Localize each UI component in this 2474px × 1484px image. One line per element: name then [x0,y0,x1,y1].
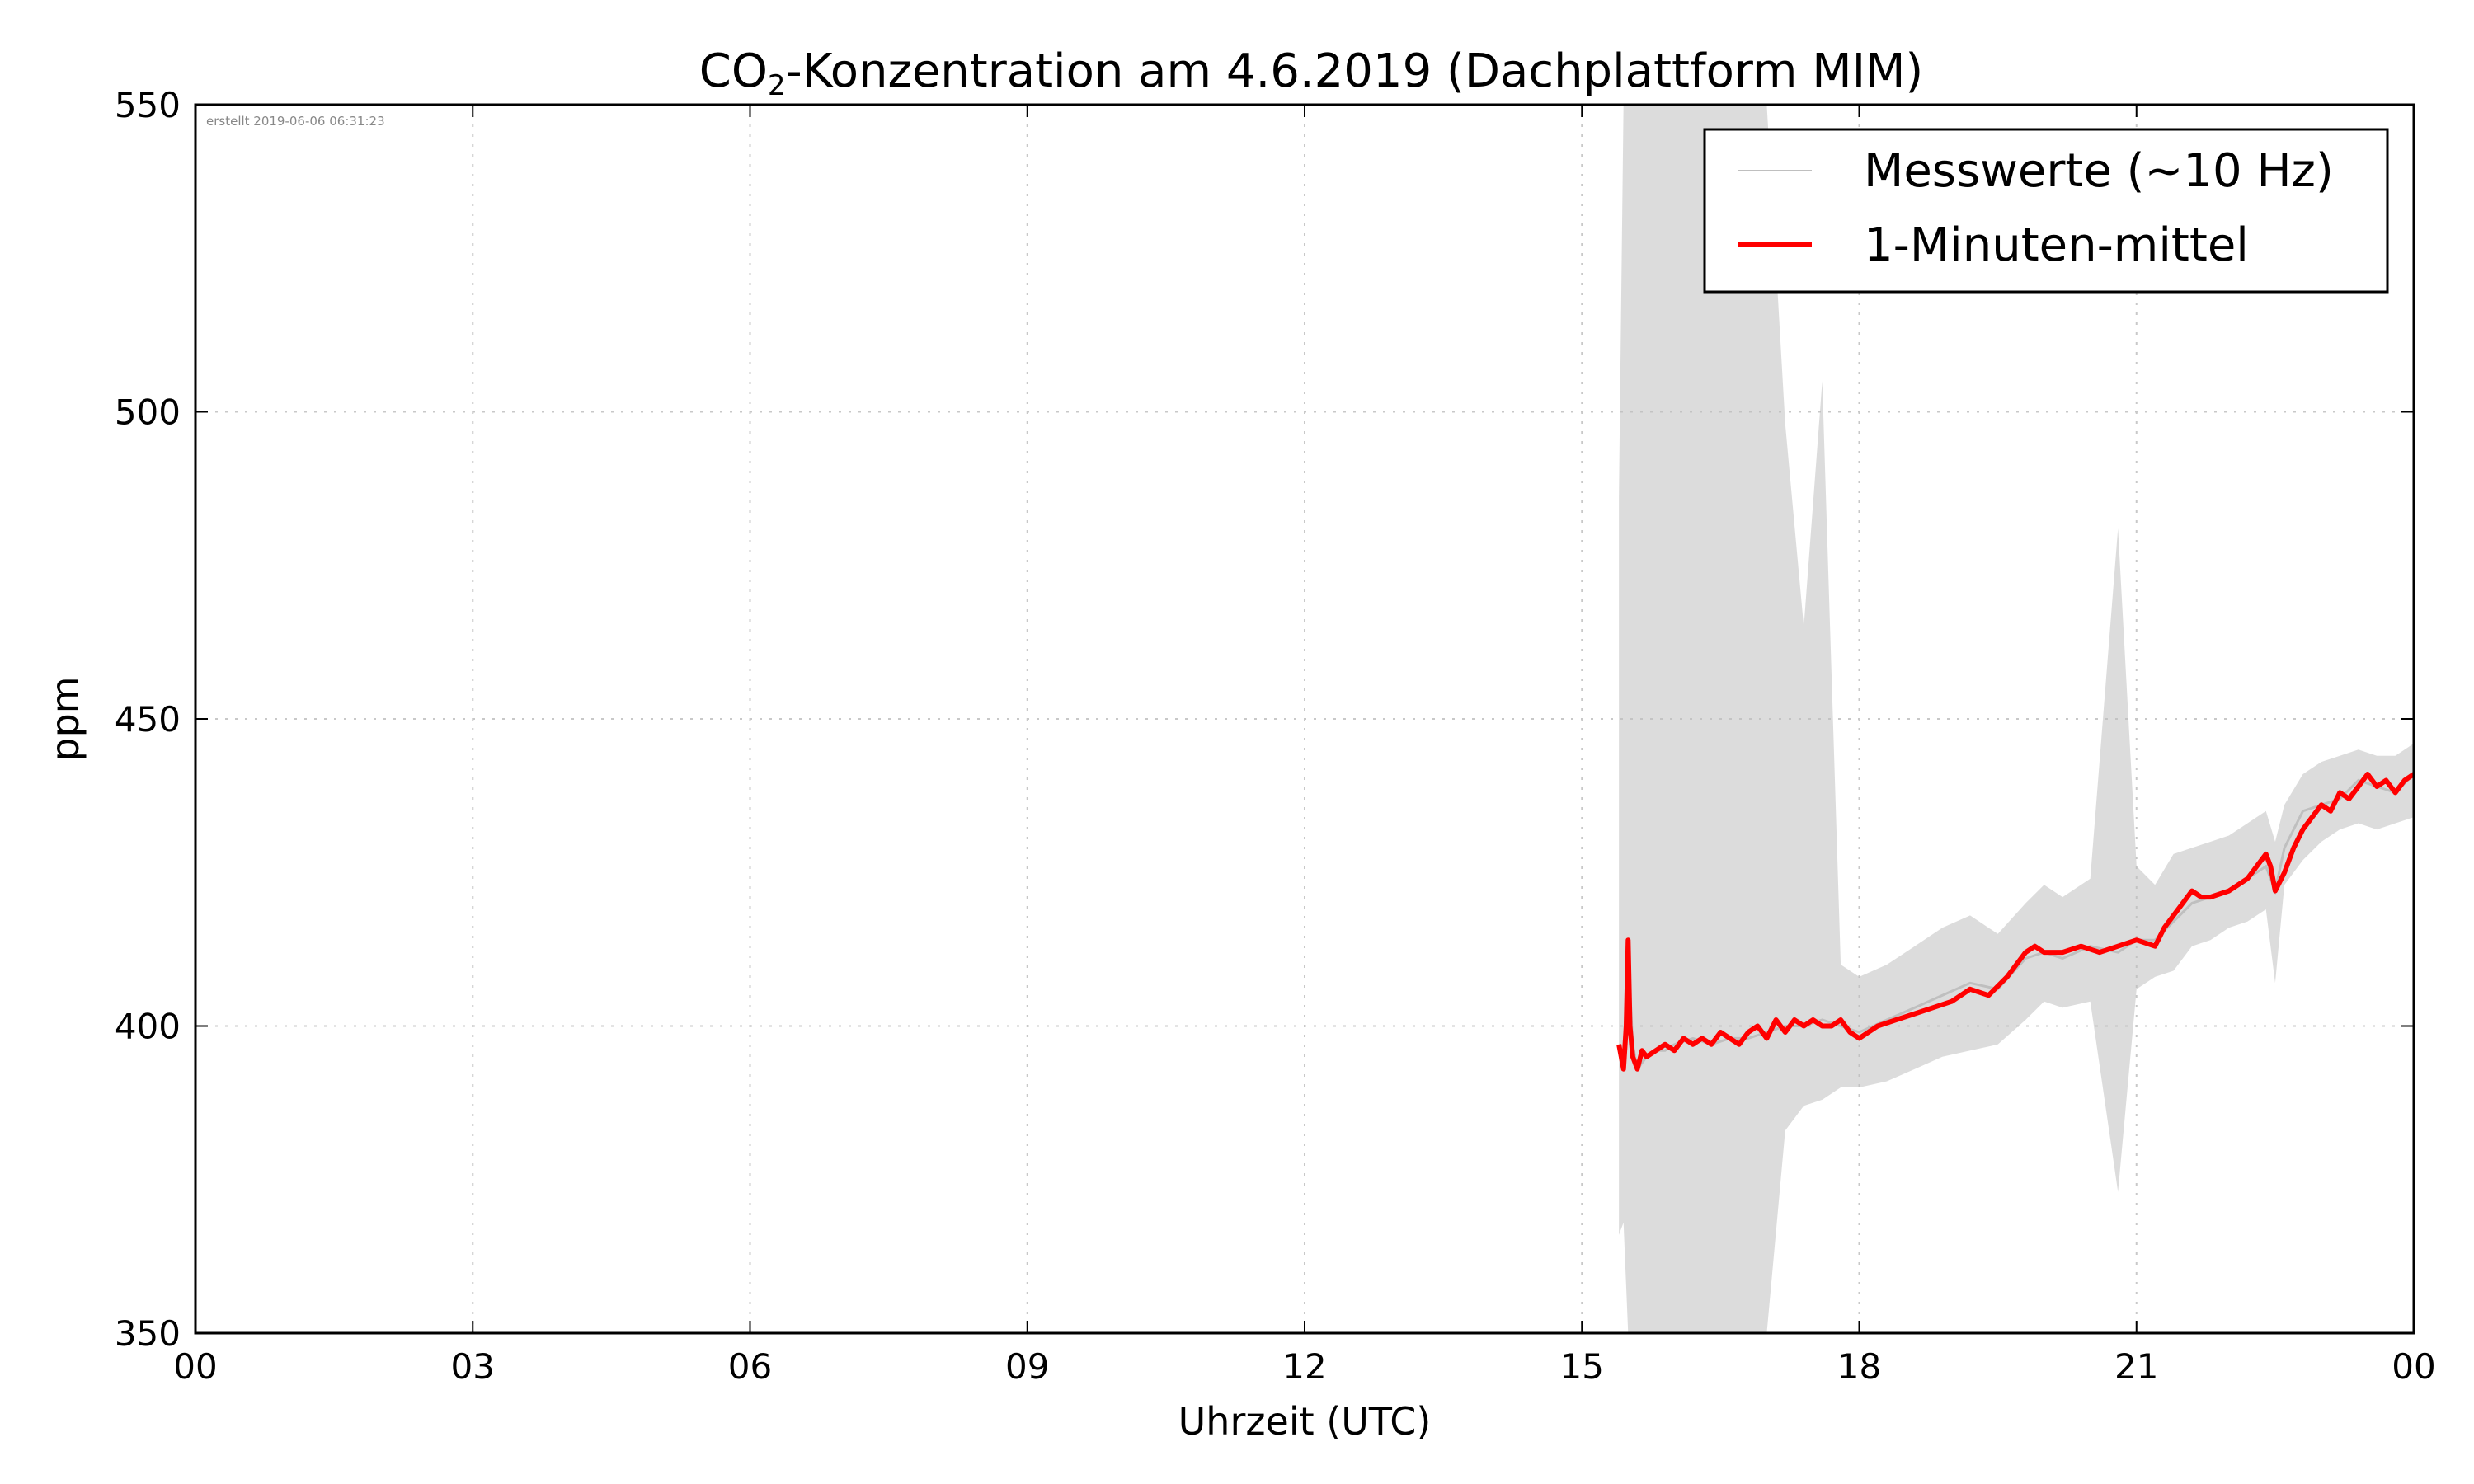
chart-title: CO2-Konzentration am 4.6.2019 (Dachplatt… [699,45,1924,102]
x-tick-label: 06 [728,1346,772,1387]
minuten-mittel-line [1616,772,2415,1072]
x-tick-label: 12 [1282,1346,1326,1387]
legend: Messwerte (~10 Hz) 1-Minuten-mittel [1703,128,2389,294]
y-tick-label: 550 [115,85,181,125]
y-tick-label: 500 [115,392,181,433]
axis-ticks [195,104,2415,1334]
x-tick-label: 00 [173,1346,217,1387]
x-tick-label: 18 [1837,1346,1881,1387]
created-timestamp: erstellt 2019-06-06 06:31:23 [206,114,385,129]
grid [195,105,2414,1333]
x-axis-title: Uhrzeit (UTC) [1178,1399,1432,1444]
x-tick-label: 00 [2392,1346,2435,1387]
y-tick-label: 400 [115,1007,181,1047]
y-tick-label: 350 [115,1313,181,1354]
messwerte-envelope [1619,105,2414,1333]
series-1-minuten-mittel [1616,772,2415,1072]
y-tick-label: 450 [115,699,181,740]
y-axis-title: ppm [43,676,87,761]
x-tick-label: 03 [451,1346,495,1387]
legend-box [1703,128,2389,294]
y-axis-tick-labels: 350 400 450 500 550 [115,85,181,1354]
x-tick-label: 15 [1560,1346,1604,1387]
legend-label-messwerte: Messwerte (~10 Hz) [1864,144,2334,198]
x-tick-label: 21 [2114,1346,2158,1387]
x-tick-label: 09 [1005,1346,1049,1387]
x-axis-tick-labels: 00 03 06 09 12 15 18 21 00 [173,1346,2435,1387]
legend-label-1-minuten-mittel: 1-Minuten-mittel [1864,218,2249,272]
